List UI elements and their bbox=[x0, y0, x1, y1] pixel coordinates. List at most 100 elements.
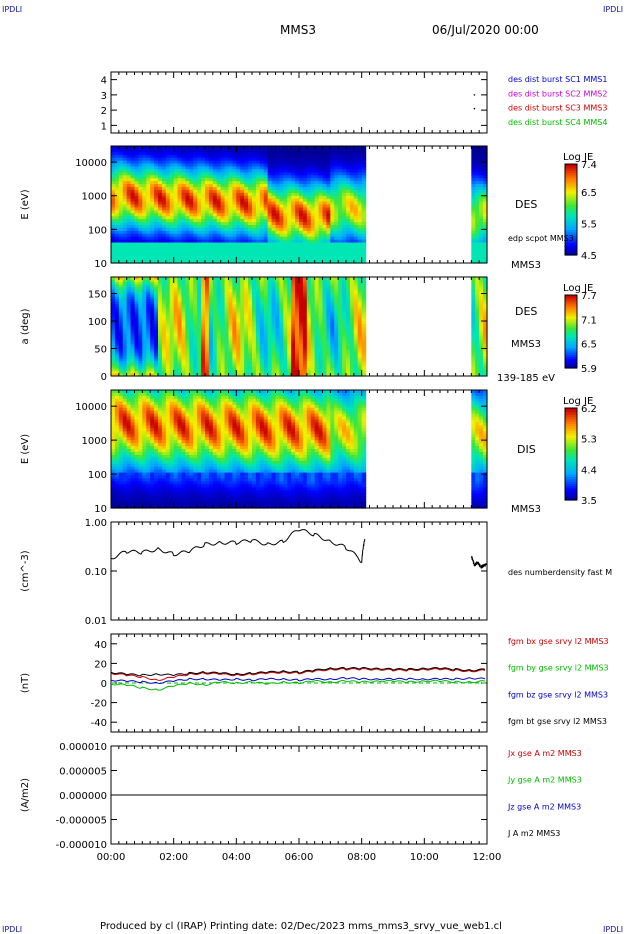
spectrogram-cell bbox=[330, 146, 335, 150]
spectrogram-cell bbox=[349, 172, 355, 176]
spectrogram-cell bbox=[299, 154, 304, 159]
spectrogram-cell bbox=[291, 207, 296, 211]
spectrogram-cell bbox=[189, 311, 194, 315]
spectrogram-cell bbox=[224, 207, 230, 211]
spectrogram-cell bbox=[275, 309, 281, 313]
spectrogram-cell bbox=[114, 324, 120, 328]
spectrogram-cell bbox=[150, 346, 155, 350]
spectrogram-cell bbox=[173, 204, 179, 209]
spectrogram-cell bbox=[111, 189, 116, 194]
spectrogram-cell bbox=[240, 361, 245, 365]
spectrogram-cell bbox=[326, 233, 331, 238]
spectrogram-cell bbox=[205, 195, 210, 200]
spectrogram-cell bbox=[267, 299, 273, 303]
spectrogram-cell bbox=[146, 371, 151, 375]
spectrogram-cell bbox=[346, 154, 351, 159]
spectrogram-cell bbox=[169, 363, 175, 367]
spectrogram-cell bbox=[114, 148, 120, 153]
spectrogram-cell bbox=[118, 306, 124, 310]
spectrogram-cell bbox=[228, 175, 234, 179]
spectrogram-cell bbox=[111, 279, 116, 283]
spectrogram-cell bbox=[291, 189, 296, 194]
spectrogram-cell bbox=[271, 204, 277, 209]
spectrogram-cell bbox=[173, 351, 179, 355]
spectrogram-cell bbox=[252, 341, 257, 345]
spectrogram-cell bbox=[279, 358, 284, 362]
spectrogram-cell bbox=[275, 213, 281, 217]
spectrogram-cell bbox=[193, 306, 198, 310]
spectrogram-cell bbox=[259, 279, 265, 283]
spectrogram-cell bbox=[122, 184, 128, 188]
spectrogram-cell bbox=[252, 169, 257, 173]
spectrogram-cell bbox=[228, 333, 234, 337]
spectrogram-cell bbox=[146, 224, 151, 229]
spectrogram-cell bbox=[142, 210, 147, 214]
spectrogram-cell bbox=[326, 184, 331, 188]
spectrogram-cell bbox=[169, 346, 175, 350]
spectrogram-cell bbox=[310, 163, 316, 168]
spectrogram-cell bbox=[322, 219, 328, 223]
spectrogram-cell bbox=[224, 178, 230, 182]
spectrogram-cell bbox=[267, 351, 273, 355]
spectrogram-cell bbox=[279, 260, 284, 264]
spectrogram-cell bbox=[177, 341, 183, 345]
spectrogram-cell bbox=[150, 198, 155, 203]
spectrogram-cell bbox=[275, 175, 281, 179]
spectrogram-cell bbox=[279, 319, 284, 323]
spectrogram-cell bbox=[111, 306, 116, 310]
spectrogram-cell bbox=[279, 306, 284, 310]
spectrogram-cell bbox=[279, 336, 284, 340]
spectrogram-cell bbox=[146, 163, 151, 168]
spectrogram-cell bbox=[322, 157, 328, 162]
spectrogram-cell bbox=[361, 242, 367, 247]
spectrogram-cell bbox=[283, 279, 288, 283]
spectrogram-cell bbox=[169, 333, 175, 337]
spectrogram-cell bbox=[267, 358, 273, 362]
spectrogram-cell bbox=[169, 227, 175, 232]
spectrogram-cell bbox=[201, 363, 206, 367]
spectrogram-cell bbox=[165, 195, 171, 200]
spectrogram-cell bbox=[228, 353, 234, 357]
spectrogram-cell bbox=[181, 314, 187, 318]
spectrogram-cell bbox=[158, 301, 163, 305]
spectrogram-cell bbox=[248, 351, 253, 355]
spectrogram-cell bbox=[299, 348, 304, 352]
spectrogram-cell bbox=[252, 222, 257, 226]
spectrogram-cell bbox=[158, 361, 163, 365]
spectrogram-cell bbox=[146, 216, 151, 220]
spectrogram-cell bbox=[134, 207, 140, 211]
spectrogram-cell bbox=[252, 260, 257, 264]
spectrogram-cell bbox=[205, 169, 210, 173]
spectrogram-cell bbox=[189, 284, 194, 288]
spectrogram-cell bbox=[291, 236, 296, 241]
spectrogram-cell bbox=[169, 169, 175, 173]
spectrogram-cell bbox=[177, 260, 183, 264]
spectrogram-cell bbox=[299, 279, 304, 283]
spectrogram-cell bbox=[334, 172, 339, 176]
spectrogram-cell bbox=[165, 151, 171, 156]
spectrogram-cell bbox=[232, 316, 237, 320]
spectrogram-cell bbox=[232, 210, 237, 214]
spectrogram-cell bbox=[169, 321, 175, 325]
spectrogram-cell bbox=[295, 227, 300, 232]
spectrogram-cell bbox=[208, 336, 214, 340]
spectrogram-cell bbox=[483, 146, 488, 150]
spectrogram-cell bbox=[134, 366, 140, 370]
spectrogram-cell bbox=[334, 157, 339, 162]
spectrogram-cell bbox=[255, 201, 261, 206]
spectrogram-cell bbox=[232, 236, 237, 241]
colorbar-step bbox=[565, 250, 577, 254]
spectrogram-cell bbox=[240, 343, 245, 347]
spectrogram-cell bbox=[471, 166, 476, 170]
spectrogram-cell bbox=[267, 172, 273, 176]
spectrogram-cell bbox=[169, 356, 175, 360]
spectrogram-cell bbox=[165, 189, 171, 194]
spectrogram-cell bbox=[244, 338, 249, 342]
spectrogram-cell bbox=[142, 281, 147, 286]
spectrogram-cell bbox=[334, 192, 339, 197]
spectrogram-cell bbox=[201, 192, 206, 197]
spectrogram-cell bbox=[342, 213, 347, 217]
spectrogram-cell bbox=[146, 289, 151, 293]
spectrogram-cell bbox=[255, 371, 261, 375]
spectrogram-cell bbox=[353, 239, 359, 244]
